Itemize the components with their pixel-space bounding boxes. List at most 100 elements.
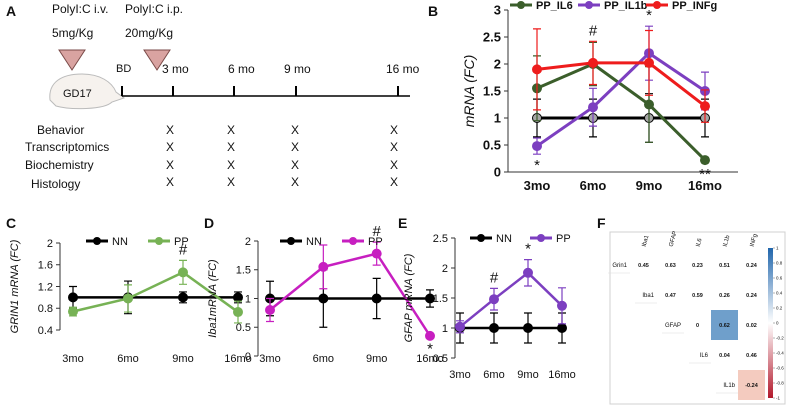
data-point: [644, 57, 654, 68]
assay-cell: X: [227, 175, 235, 189]
matrix-cell: [738, 370, 765, 400]
data-point: [523, 323, 533, 333]
column-header: GFAP: [669, 230, 679, 247]
y-tick-label: 2: [47, 238, 53, 250]
y-tick-label: 0.8: [38, 303, 53, 315]
legend-marker: [93, 237, 101, 245]
legend-label: PP_INFg: [672, 0, 717, 12]
y-axis-label: mRNA (FC): [461, 55, 477, 128]
assay-cell: X: [227, 140, 235, 154]
cell-value: 0: [696, 323, 699, 329]
cell-value: 0.59: [692, 293, 703, 299]
y-tick-label: 1.5: [483, 84, 501, 99]
colorbar-tick-label: -0.6: [776, 366, 784, 371]
panel-label: D: [204, 215, 214, 231]
legend-marker: [287, 237, 295, 245]
legend-marker: [585, 1, 593, 9]
column-header: IL1b: [723, 234, 732, 247]
data-point: [644, 99, 654, 110]
panel-label: B: [428, 3, 438, 19]
cell-value: 0.02: [746, 323, 757, 329]
series-line: [72, 270, 239, 314]
assay-label: Biochemistry: [25, 158, 94, 172]
significance-marker: **: [699, 166, 711, 183]
significance-marker: #: [589, 22, 598, 39]
colorbar-tick-label: 0.2: [776, 306, 783, 311]
data-point: [318, 293, 329, 304]
row-label: Grin1: [612, 263, 627, 269]
y-tick-label: 1.5: [236, 265, 251, 277]
x-tick-label: 9mo: [636, 178, 663, 193]
data-point: [532, 64, 542, 75]
legend-marker: [155, 237, 163, 245]
cell-value: 0.47: [665, 293, 676, 299]
y-axis-label: Iba1mRNA (FC): [207, 259, 219, 338]
colorbar-tick-label: 0: [776, 321, 779, 326]
series-line: [536, 62, 707, 162]
series-line: [536, 51, 706, 148]
y-tick-label: 0.5: [483, 138, 501, 153]
x-tick-label: 6mo: [580, 178, 607, 193]
panel-f-frame: [609, 231, 786, 405]
y-tick-label: 0.5: [433, 353, 448, 365]
assay-label: Behavior: [37, 123, 84, 137]
panel-label: F: [597, 215, 606, 231]
data-point: [455, 321, 465, 332]
data-point: [178, 267, 188, 278]
legend-marker: [477, 234, 485, 242]
y-tick-label: 1.2: [38, 281, 53, 293]
significance-marker: *: [646, 7, 652, 24]
y-tick-label: 0.4: [38, 325, 53, 337]
data-point: [265, 305, 275, 315]
cell-value: -0.24: [745, 383, 758, 389]
x-tick-label: 9mo: [366, 353, 387, 365]
legend-label: PP: [556, 233, 571, 245]
legend-marker: [517, 1, 525, 9]
legend-label: NN: [112, 236, 128, 248]
birth-label: BD: [116, 63, 131, 75]
colorbar-tick-label: -0.4: [776, 351, 784, 356]
colorbar-tick-label: 0.4: [776, 291, 783, 296]
timepoint-label: 6 mo: [228, 62, 255, 76]
y-tick-label: 2.5: [483, 30, 501, 45]
colorbar: [768, 248, 773, 398]
cell-value: 0.24: [746, 263, 758, 269]
significance-marker: *: [525, 241, 531, 258]
x-tick-label: 16mo: [688, 178, 722, 193]
data-point: [489, 294, 499, 305]
data-point: [371, 293, 382, 304]
panel-label: C: [6, 215, 16, 231]
legend-label: PP: [368, 236, 383, 248]
data-point: [178, 292, 188, 303]
row-label: Iba1: [642, 293, 654, 299]
data-point: [371, 248, 382, 259]
legend-label: PP_IL6: [536, 0, 573, 12]
data-point: [588, 102, 598, 113]
significance-marker: #: [490, 269, 499, 286]
significance-marker: *: [427, 341, 433, 358]
significance-marker: #: [372, 223, 381, 240]
assay-cell: X: [291, 140, 299, 154]
assay-cell: X: [390, 123, 398, 137]
assay-cell: X: [390, 140, 398, 154]
column-header: Iba1: [642, 234, 651, 247]
cell-value: 0.24: [746, 293, 758, 299]
data-point: [233, 307, 243, 318]
legend-marker: [653, 1, 661, 9]
legend-marker: [537, 234, 545, 242]
row-label: IL1b: [723, 383, 735, 389]
row-label: GFAP: [665, 323, 681, 329]
colorbar-tick-label: 1: [776, 246, 779, 251]
x-tick-label: 16mo: [548, 369, 576, 381]
cell-value: 0.51: [719, 263, 730, 269]
assay-cell: X: [390, 175, 398, 189]
assay-cell: X: [166, 175, 174, 189]
data-point: [523, 267, 533, 278]
data-point: [318, 261, 329, 272]
cell-value: 0.63: [665, 263, 676, 269]
x-tick-label: 3mo: [449, 369, 470, 381]
legend-label: NN: [306, 236, 322, 248]
assay-cell: X: [166, 158, 174, 172]
data-point: [123, 293, 133, 304]
